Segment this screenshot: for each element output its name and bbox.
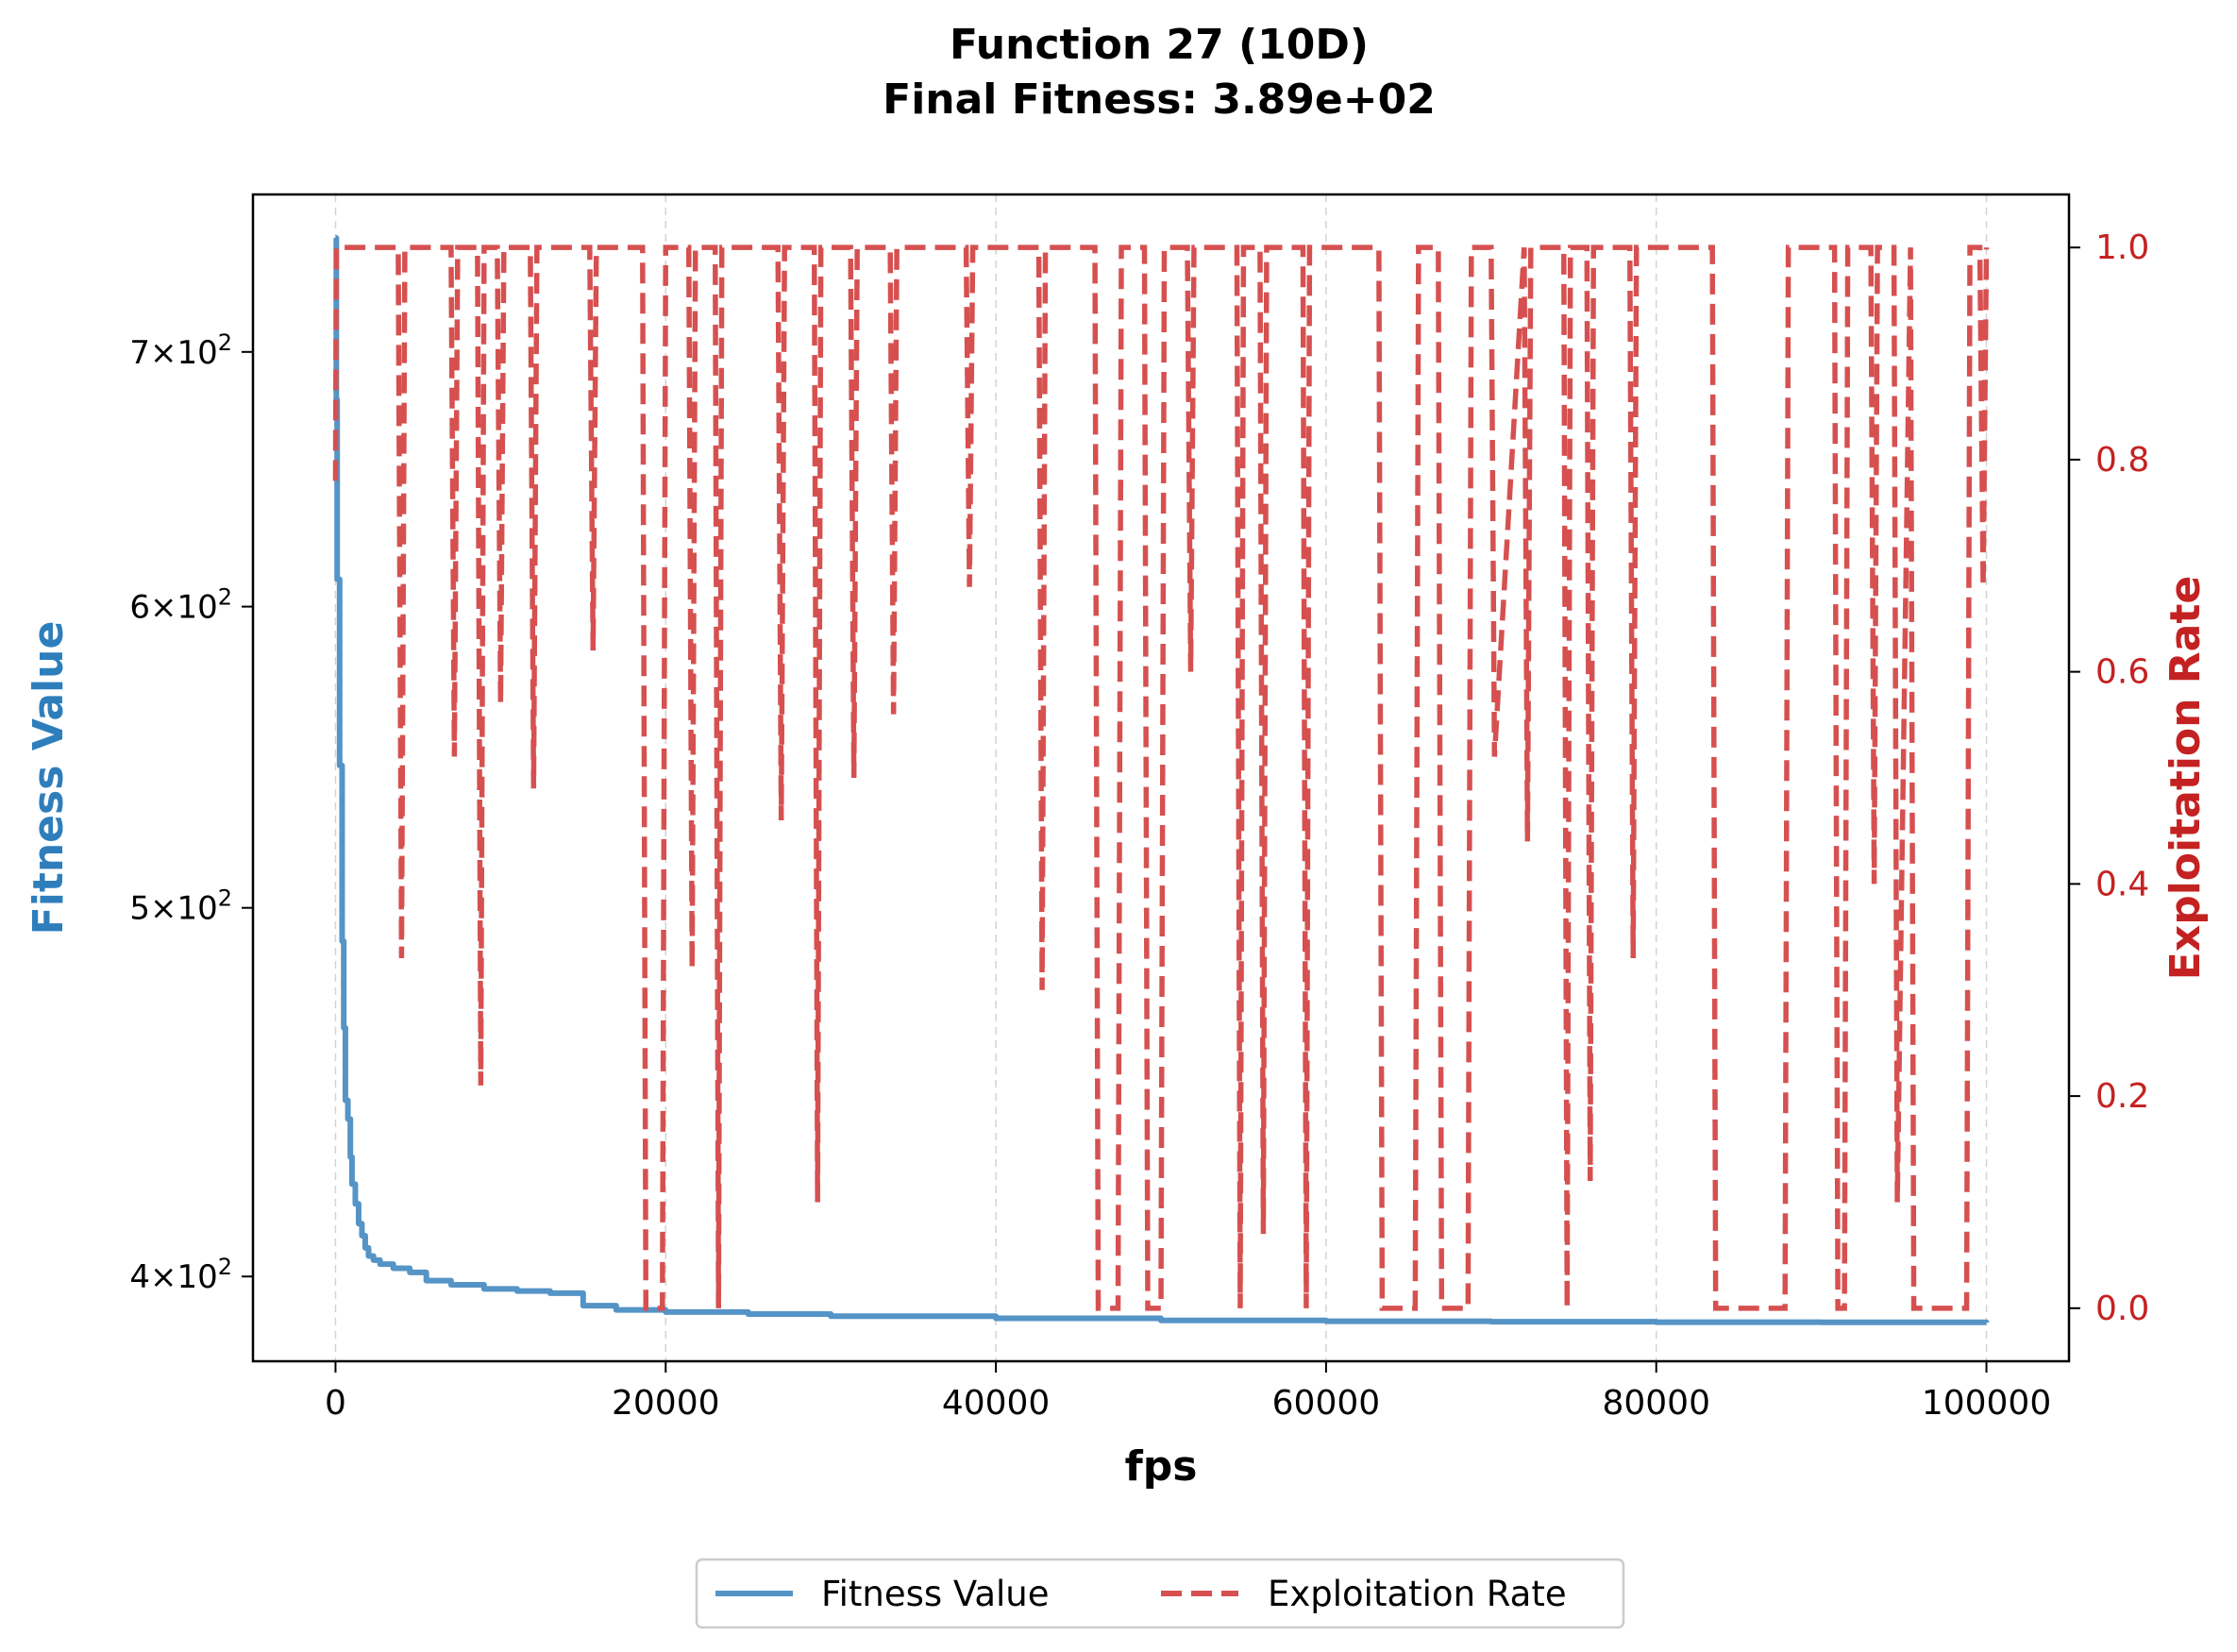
y-right-tick-label: 0.8	[2095, 441, 2149, 480]
y-axis-right-ticks: 0.0 0.2 0.4 0.6 0.8 1.0	[2069, 228, 2149, 1328]
x-axis-ticks: 0 20000 40000 60000 80000 100000	[325, 1361, 2051, 1423]
y-axis-left-label: Fitness Value	[25, 621, 73, 936]
x-tick-label: 80000	[1602, 1384, 1710, 1423]
exploitation-rate-line	[332, 244, 1990, 1311]
x-axis-label: fps	[1125, 1442, 1198, 1491]
plot-frame	[251, 193, 2071, 1363]
y-left-tick-label: 6×102	[129, 584, 232, 627]
chart-subtitle: Final Fitness: 3.89e+02	[883, 76, 1436, 124]
legend: Fitness Value Exploitation Rate	[695, 1558, 1625, 1629]
x-tick-label: 100000	[1922, 1384, 2051, 1423]
y-right-tick-label: 0.2	[2095, 1077, 2149, 1116]
x-tick-label: 60000	[1272, 1384, 1381, 1423]
x-tick-label: 40000	[942, 1384, 1051, 1423]
x-tick-label: 20000	[612, 1384, 720, 1423]
grid-layer	[334, 194, 1988, 1361]
y-right-tick-label: 0.0	[2095, 1290, 2149, 1328]
y-axis-right-label: Exploitation Rate	[2161, 576, 2210, 980]
y-axis-left-ticks: 4×102 5×102 6×102 7×102	[129, 329, 253, 1296]
chart-title: Function 27 (10D)	[950, 21, 1369, 69]
y-right-tick-label: 0.6	[2095, 653, 2149, 692]
y-left-tick-label: 4×102	[129, 1254, 232, 1296]
y-left-tick-label: 7×102	[129, 329, 232, 372]
y-left-tick-label: 5×102	[129, 885, 232, 928]
legend-label-exploitation: Exploitation Rate	[1268, 1574, 1567, 1614]
series-layer	[332, 235, 1990, 1325]
y-right-tick-label: 1.0	[2095, 228, 2149, 267]
y-right-tick-label: 0.4	[2095, 865, 2149, 903]
fitness-value-line	[333, 235, 1990, 1325]
x-tick-label: 0	[325, 1384, 346, 1423]
legend-frame	[695, 1558, 1625, 1629]
legend-label-fitness: Fitness Value	[821, 1574, 1050, 1614]
